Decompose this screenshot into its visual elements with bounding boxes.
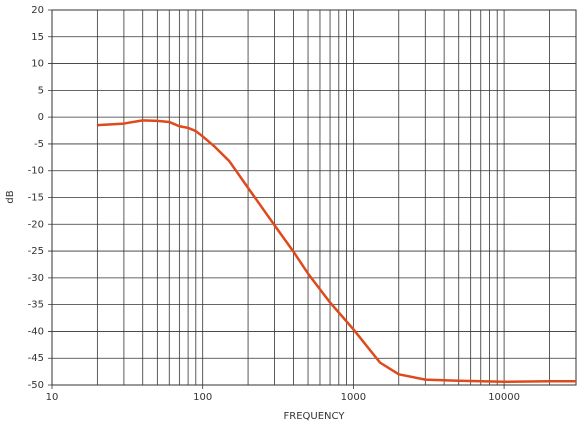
y-tick-label: -15: [28, 193, 44, 204]
y-tick-label: -10: [28, 166, 44, 177]
y-tick-label: 0: [38, 112, 44, 123]
y-tick-label: -25: [28, 246, 44, 257]
y-tick-label: -5: [34, 139, 44, 150]
y-tick-label: 15: [31, 32, 44, 43]
plot-frame: [51, 9, 577, 386]
y-axis-label: dB: [5, 190, 16, 203]
data-line: [97, 119, 576, 384]
y-tick-label: -45: [28, 353, 44, 364]
y-tick-label: -40: [28, 326, 44, 337]
x-tick-label: 10000: [488, 392, 520, 403]
y-tick-label: 5: [38, 85, 44, 96]
x-axis-label: FREQUENCY: [284, 411, 346, 422]
y-tick-label: -50: [28, 380, 44, 391]
y-tick-label: 10: [31, 59, 44, 70]
x-tick-label: 10: [46, 392, 59, 403]
y-tick-label: -30: [28, 273, 44, 284]
y-tick-label: -20: [28, 219, 44, 230]
y-tick-label: -35: [28, 300, 44, 311]
x-tick-label: 100: [193, 392, 212, 403]
y-tick-label: 20: [31, 5, 44, 16]
x-tick-label: 1000: [341, 392, 366, 403]
